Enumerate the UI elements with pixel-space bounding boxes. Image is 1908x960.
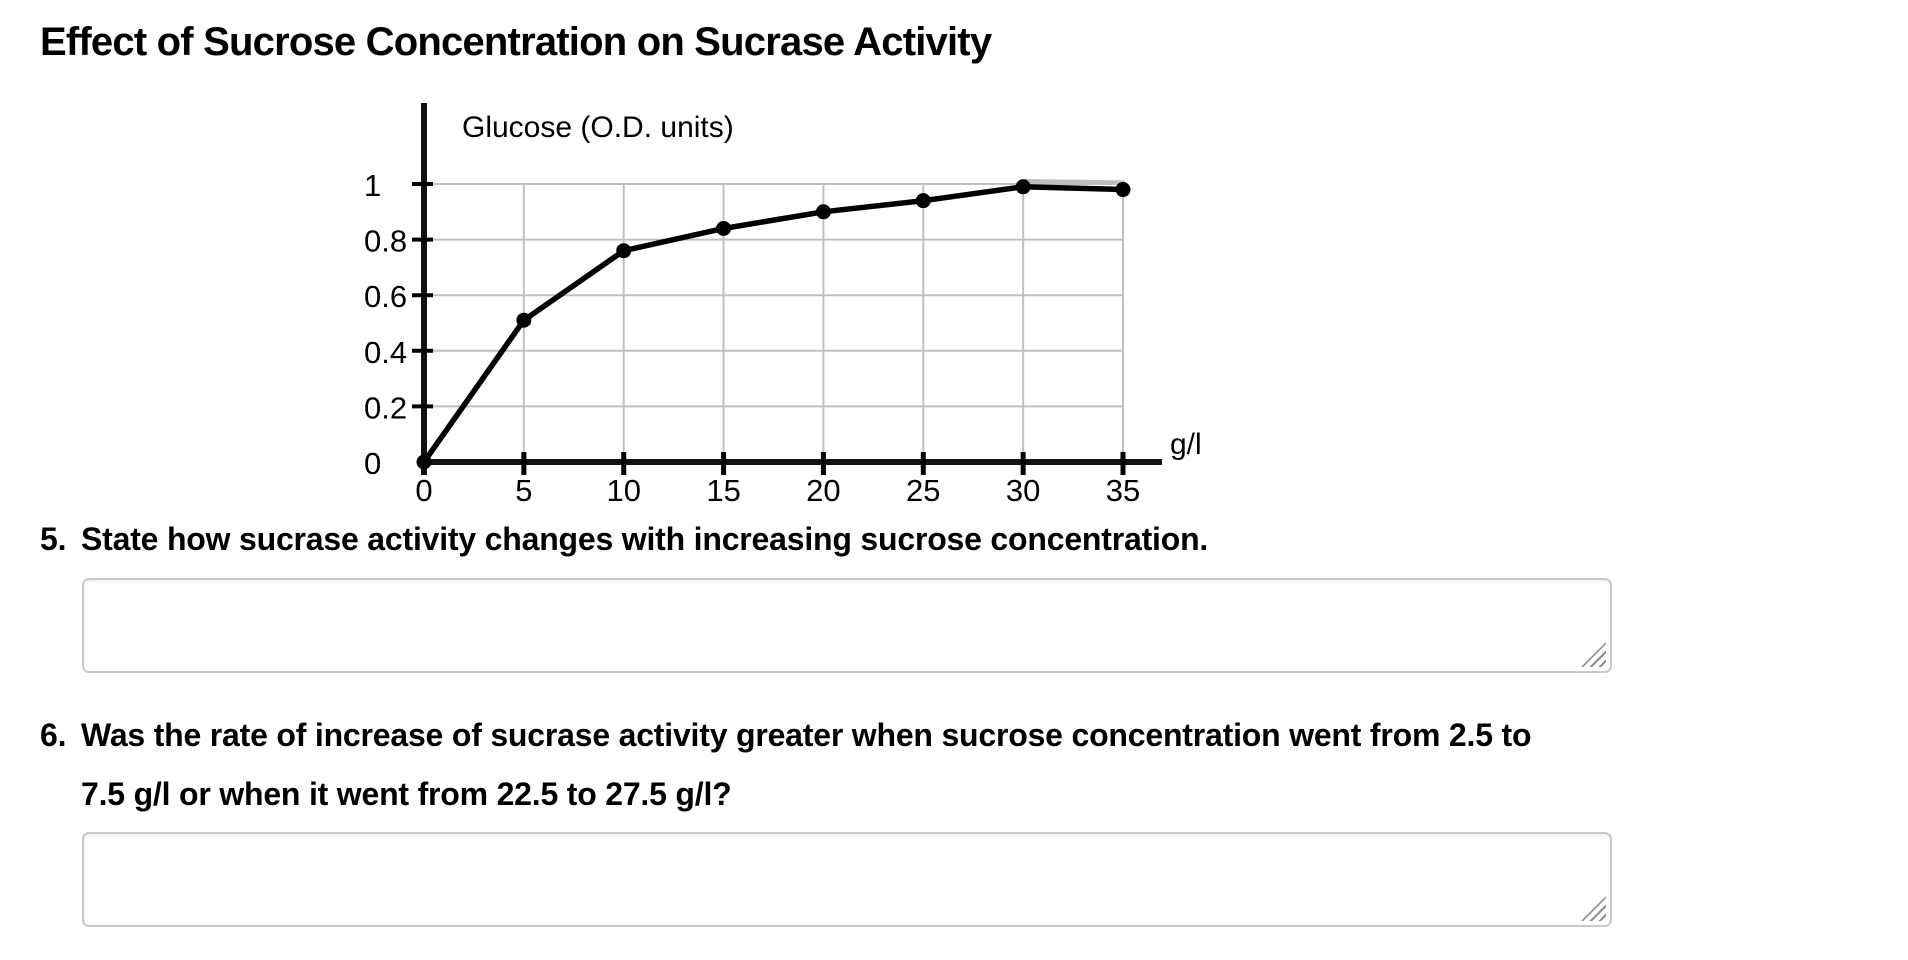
y-tick-label: 0.6 bbox=[364, 279, 407, 314]
question-5-number: 5. bbox=[40, 521, 67, 557]
y-tick-label: 1 bbox=[364, 168, 381, 203]
question-5: 5. State how sucrase activity changes wi… bbox=[40, 519, 1208, 559]
question-6-number: 6. bbox=[40, 717, 67, 753]
y-tick-label: 0.8 bbox=[364, 224, 407, 259]
question-6-text-line-2: 7.5 g/l or when it went from 22.5 to 27.… bbox=[81, 776, 732, 812]
data-point-marker bbox=[516, 312, 532, 328]
answer-input-q5[interactable] bbox=[84, 580, 1610, 671]
answer-box-q5 bbox=[82, 578, 1612, 673]
answer-box-q6 bbox=[82, 832, 1612, 927]
question-5-text: State how sucrase activity changes with … bbox=[81, 521, 1209, 557]
x-axis-unit-label: g/l bbox=[1170, 428, 1202, 461]
data-point-marker bbox=[1115, 182, 1131, 198]
y-axis-title: Glucose (O.D. units) bbox=[462, 111, 734, 144]
data-line bbox=[421, 184, 1126, 465]
data-point-marker bbox=[716, 220, 732, 236]
y-tick-label: 0.2 bbox=[364, 390, 407, 425]
x-tick-label: 5 bbox=[515, 473, 532, 508]
x-tick-label: 30 bbox=[1006, 473, 1040, 508]
question-6: 6. Was the rate of increase of sucrase a… bbox=[40, 706, 1532, 824]
answer-input-q6[interactable] bbox=[84, 834, 1610, 925]
y-tick-label: 0 bbox=[364, 446, 381, 481]
y-tick-label: 0.4 bbox=[364, 335, 407, 370]
x-tick-label: 10 bbox=[606, 473, 640, 508]
x-tick-label: 15 bbox=[706, 473, 740, 508]
x-tick-label: 35 bbox=[1106, 473, 1140, 508]
x-tick-label: 0 bbox=[415, 473, 432, 508]
x-tick-label: 25 bbox=[906, 473, 940, 508]
data-point-marker bbox=[616, 243, 632, 259]
ghost-line-segment bbox=[1021, 179, 1125, 185]
activity-chart: 0 0.2 0.4 0.6 0.8 1 0 5 10 15 20 25 30 35 Glucose (O.D… bbox=[330, 85, 1210, 525]
data-point-marker bbox=[1015, 179, 1031, 195]
x-tick-label: 20 bbox=[806, 473, 840, 508]
data-point-marker bbox=[815, 204, 831, 220]
question-6-text-line-1: Was the rate of increase of sucrase acti… bbox=[81, 717, 1532, 753]
page-title: Effect of Sucrose Concentration on Sucra… bbox=[40, 20, 992, 64]
data-point-marker bbox=[915, 193, 931, 209]
data-point-marker bbox=[416, 454, 432, 470]
